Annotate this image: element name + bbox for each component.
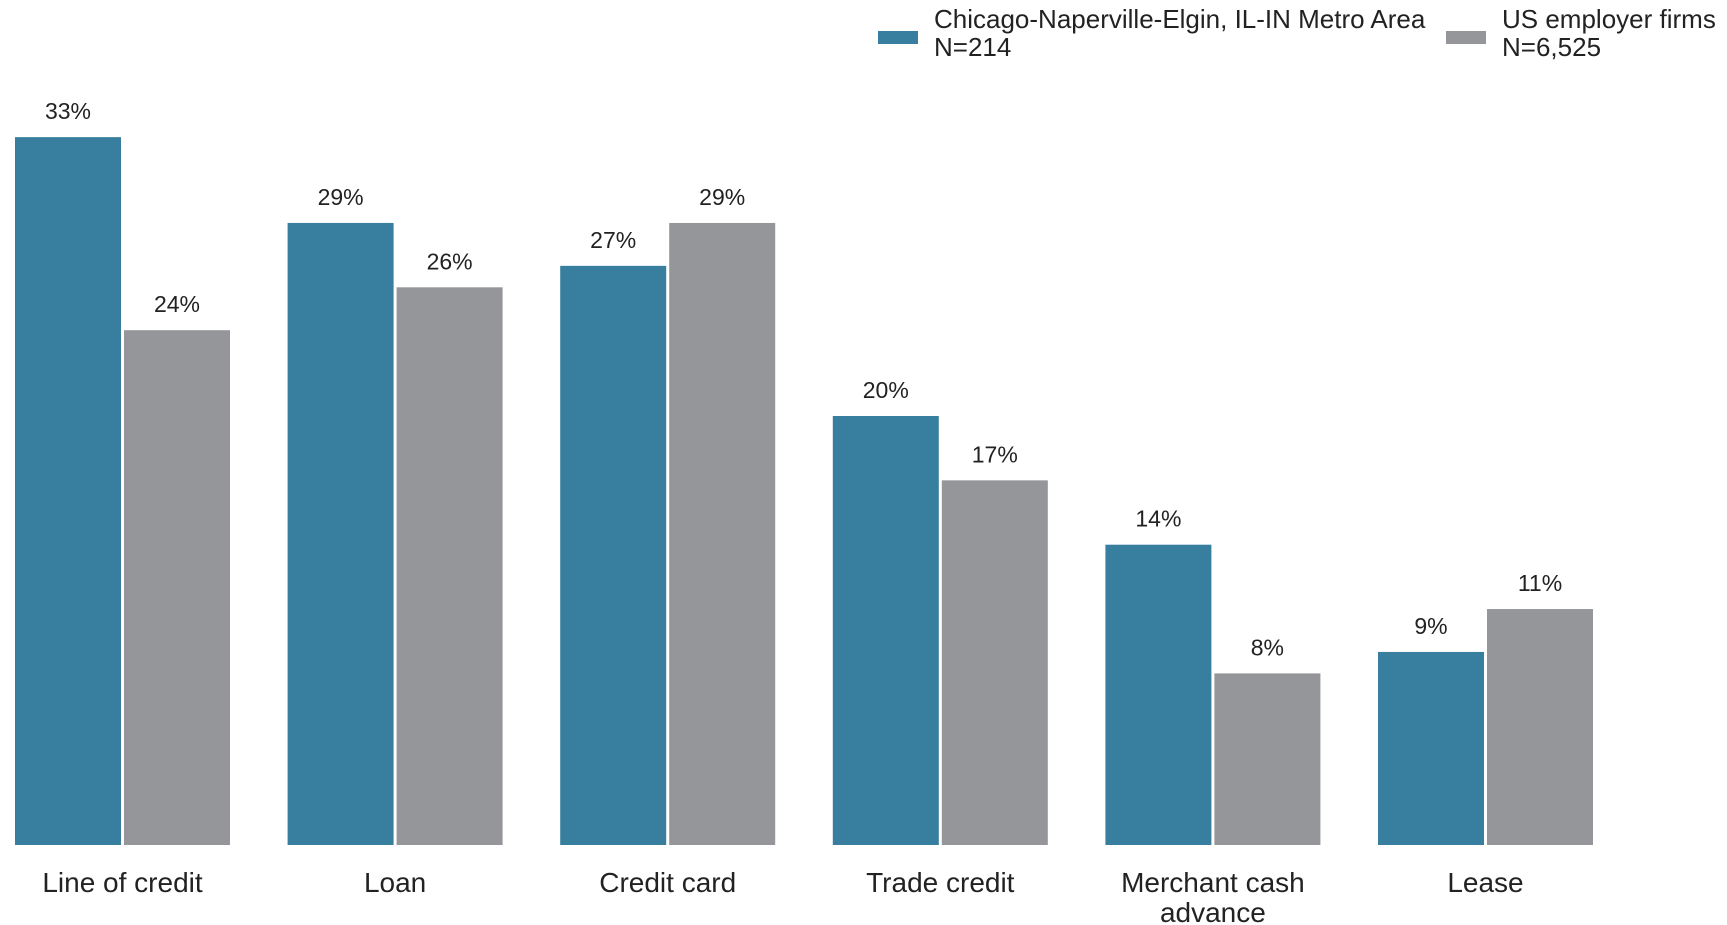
value-label-chicago-merchant-cash-advance: 14%	[1135, 506, 1181, 532]
value-label-chicago-credit-card: 27%	[590, 227, 636, 253]
value-labels: 33% 24% 29% 26% 27% 29% 20% 17% 14% 8% 9% 11%	[45, 98, 1562, 660]
category-label-credit-card: Credit card	[599, 867, 736, 898]
value-label-us-lease: 11%	[1518, 570, 1562, 596]
bar-us-trade-credit	[941, 480, 1048, 845]
bar-chicago-trade-credit	[832, 416, 939, 845]
category-label-merchant-cash-advance: Merchant cash advance	[1121, 867, 1305, 925]
bar-chicago-credit-card	[560, 265, 667, 846]
legend-label-chicago: Chicago-Naperville-Elgin, IL-IN Metro Ar…	[934, 4, 1426, 34]
value-label-us-credit-card: 29%	[699, 184, 745, 210]
value-label-us-line-of-credit: 24%	[154, 291, 200, 317]
bar-chicago-loan	[287, 222, 394, 845]
category-label-line-of-credit: Line of credit	[42, 867, 203, 898]
category-label-trade-credit: Trade credit	[866, 867, 1015, 898]
bar-chicago-line-of-credit	[15, 137, 121, 845]
legend-swatch-us	[1446, 31, 1486, 44]
bar-chicago-lease	[1378, 651, 1484, 845]
value-label-chicago-trade-credit: 20%	[863, 377, 909, 403]
legend-sample-us: N=6,525	[1502, 32, 1601, 62]
bar-us-lease	[1487, 609, 1593, 845]
value-label-us-loan: 26%	[427, 248, 473, 274]
legend-sample-chicago: N=214	[934, 32, 1011, 62]
legend-label-us: US employer firms	[1502, 4, 1716, 34]
category-label-loan: Loan	[364, 867, 426, 898]
legend-swatch-chicago	[878, 31, 918, 44]
legend: Chicago-Naperville-Elgin, IL-IN Metro Ar…	[878, 4, 1716, 62]
value-label-chicago-line-of-credit: 33%	[45, 98, 91, 124]
value-label-us-merchant-cash-advance: 8%	[1251, 634, 1284, 660]
bar-chicago-merchant-cash-advance	[1105, 544, 1212, 845]
bar-us-line-of-credit	[124, 330, 230, 845]
bar-us-loan	[396, 287, 503, 845]
value-label-us-trade-credit: 17%	[972, 441, 1018, 467]
bars	[15, 137, 1593, 846]
bar-us-merchant-cash-advance	[1214, 673, 1321, 845]
value-label-chicago-loan: 29%	[318, 184, 364, 210]
value-label-chicago-lease: 9%	[1414, 613, 1447, 639]
category-labels: Line of credit Loan Credit card Trade credi…	[42, 867, 1523, 925]
bar-us-credit-card	[669, 222, 776, 845]
category-label-lease: Lease	[1447, 867, 1523, 898]
